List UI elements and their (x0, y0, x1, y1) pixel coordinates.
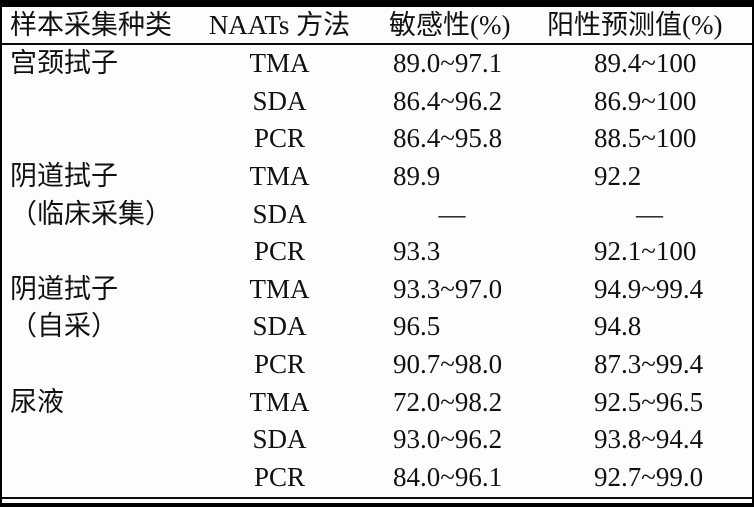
header-sample-type: 样本采集种类 (10, 9, 172, 40)
cell-ppv: 88.5~100 (594, 123, 697, 154)
cell-sample: 宫颈拭子 (10, 48, 118, 79)
cell-method: SDA (252, 424, 307, 455)
cell-sensitivity: 86.4~96.2 (393, 85, 503, 116)
cell-sensitivity: 72.0~98.2 (393, 386, 503, 417)
table-row: 宫颈拭子 TMA 89.0~97.1 89.4~100 (2, 45, 752, 83)
header-sensitivity: 敏感性(%) (389, 9, 511, 40)
cell-ppv: 94.8 (594, 311, 642, 342)
cell-method: PCR (253, 123, 306, 154)
cell-sample: （临床采集） (10, 198, 172, 229)
table-header-row: 样本采集种类 NAATs 方法 敏感性(%) 阳性预测值(%) (2, 7, 752, 45)
table-row: 阴道拭子 TMA 89.9 92.2 (2, 158, 752, 196)
cell-sensitivity: 93.0~96.2 (393, 424, 503, 455)
cell-ppv: 93.8~94.4 (594, 424, 704, 455)
table-row: 阴道拭子 TMA 93.3~97.0 94.9~99.4 (2, 271, 752, 309)
cell-sensitivity: 93.3~97.0 (393, 273, 503, 304)
cell-sensitivity: — (438, 198, 466, 229)
cell-method: SDA (252, 85, 307, 116)
cell-sample: （自采） (10, 311, 118, 342)
header-ppv: 阳性预测值(%) (547, 9, 723, 40)
cell-ppv: 87.3~99.4 (594, 349, 704, 380)
cell-sensitivity: 96.5 (393, 311, 441, 342)
cell-method: TMA (249, 273, 310, 304)
cell-sample: 尿液 (10, 386, 64, 417)
cell-method: SDA (252, 198, 307, 229)
cell-ppv: 92.5~96.5 (594, 386, 704, 417)
cell-method: PCR (253, 236, 306, 267)
cell-sample: 阴道拭子 (10, 161, 118, 192)
cell-ppv: 94.9~99.4 (594, 273, 704, 304)
cell-method: PCR (253, 349, 306, 380)
table-row: PCR 86.4~95.8 88.5~100 (2, 120, 752, 158)
cell-method: TMA (249, 386, 310, 417)
cell-ppv: 92.7~99.0 (594, 461, 704, 492)
table-row: 尿液 TMA 72.0~98.2 92.5~96.5 (2, 383, 752, 421)
cell-ppv: 92.1~100 (594, 236, 697, 267)
table-row: PCR 90.7~98.0 87.3~99.4 (2, 346, 752, 384)
cell-sensitivity: 93.3 (393, 236, 441, 267)
cell-sensitivity: 89.9 (393, 161, 441, 192)
cell-sample: 阴道拭子 (10, 273, 118, 304)
cell-ppv: 86.9~100 (594, 85, 697, 116)
cell-sensitivity: 84.0~96.1 (393, 461, 503, 492)
cell-sensitivity: 90.7~98.0 (393, 349, 503, 380)
table-row: SDA 86.4~96.2 86.9~100 (2, 83, 752, 121)
cell-method: TMA (249, 161, 310, 192)
table-row: PCR 84.0~96.1 92.7~99.0 (2, 459, 752, 497)
cell-method: SDA (252, 311, 307, 342)
cell-ppv: — (636, 198, 663, 229)
table-row: SDA 93.0~96.2 93.8~94.4 (2, 421, 752, 459)
bottom-double-rule (2, 497, 752, 500)
cell-ppv: 92.2 (594, 161, 642, 192)
cell-sensitivity: 86.4~95.8 (393, 123, 503, 154)
cell-sensitivity: 89.0~97.1 (393, 48, 503, 79)
cell-method: TMA (249, 48, 310, 79)
table-row: PCR 93.3 92.1~100 (2, 233, 752, 271)
table-row: （临床采集） SDA — — (2, 195, 752, 233)
cell-ppv: 89.4~100 (594, 48, 697, 79)
table-row: （自采） SDA 96.5 94.8 (2, 308, 752, 346)
header-naats-method: NAATs 方法 (208, 9, 351, 40)
cell-method: PCR (253, 461, 306, 492)
